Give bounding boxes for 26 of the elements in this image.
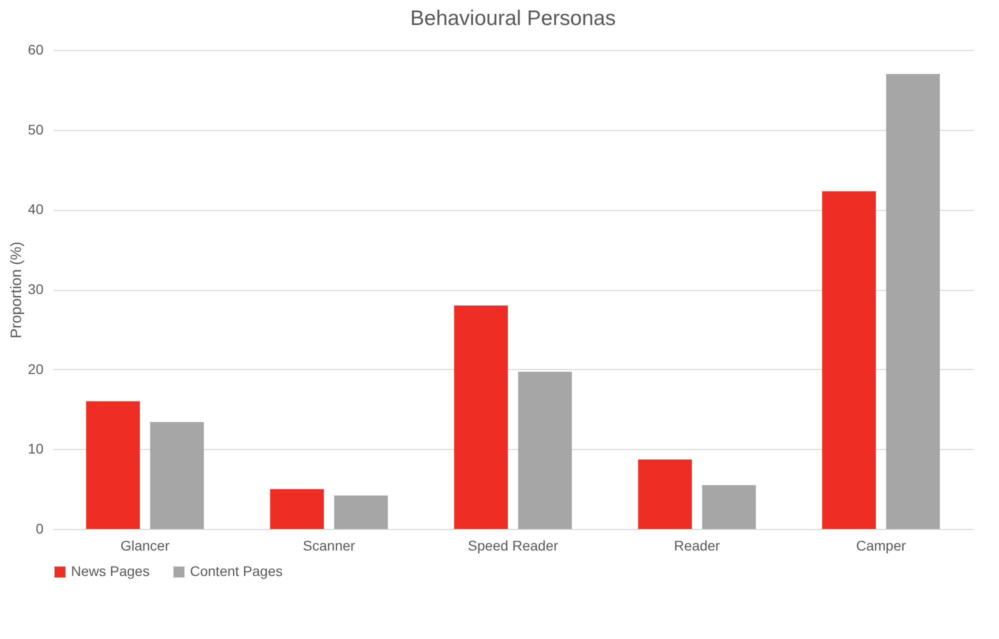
bar <box>334 495 388 529</box>
bar <box>270 489 324 529</box>
y-tick-label: 40 <box>28 201 44 218</box>
x-tick-label: Camper <box>856 538 906 554</box>
x-tick-label: Reader <box>674 538 720 554</box>
bar <box>886 74 940 529</box>
y-tick-label: 0 <box>36 520 44 536</box>
x-tick-label: Scanner <box>302 538 356 554</box>
y-tick-label: 60 <box>28 42 44 58</box>
bar <box>518 372 572 529</box>
y-tick-label: 10 <box>28 440 44 457</box>
bar <box>702 485 756 529</box>
y-tick-label: 20 <box>28 360 44 377</box>
x-tick-label: Glancer <box>120 538 170 554</box>
bar <box>822 191 876 529</box>
y-tick-label: 50 <box>28 121 44 138</box>
y-axis-title: Proportion (%) <box>8 242 25 338</box>
legend-label: News Pages <box>71 563 150 579</box>
bar <box>150 422 204 529</box>
chart-title: Behavioural Personas <box>410 7 616 30</box>
bar <box>86 401 140 529</box>
x-tick-label: Speed Reader <box>468 538 558 554</box>
y-tick-label: 30 <box>28 281 44 297</box>
bar <box>454 305 508 529</box>
bar <box>638 460 692 529</box>
legend-label: Content Pages <box>190 563 283 579</box>
